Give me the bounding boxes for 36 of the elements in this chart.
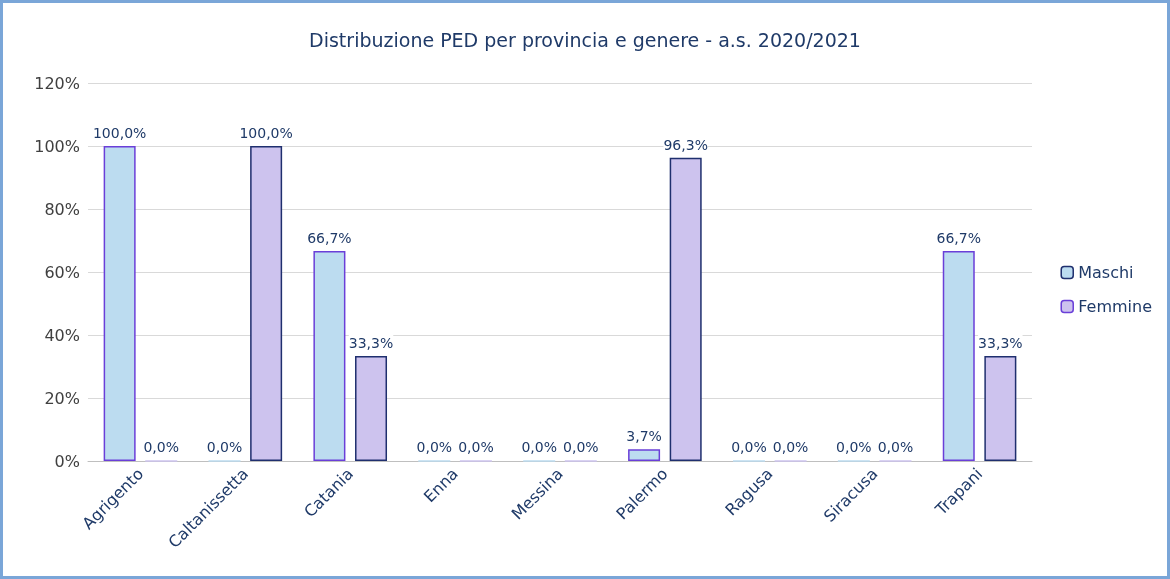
bar <box>669 157 702 461</box>
y-tick-label: 120% <box>34 73 80 93</box>
bar <box>942 250 975 461</box>
data-label: 0,0% <box>877 439 914 456</box>
data-label: 33,3% <box>978 335 1023 352</box>
legend-label: Maschi <box>1078 263 1134 282</box>
y-tick-label: 0% <box>54 451 80 471</box>
data-label: 96,3% <box>663 136 708 153</box>
data-label: 0,0% <box>836 439 872 456</box>
y-tick-label: 40% <box>44 325 80 345</box>
data-label: 0,0% <box>143 439 180 456</box>
y-tick-label: 80% <box>44 199 80 219</box>
data-label: 66,7% <box>936 229 981 246</box>
bar <box>103 146 136 461</box>
data-label: 0,0% <box>521 439 557 456</box>
bar <box>984 356 1017 461</box>
data-label: 100,0% <box>239 125 293 141</box>
data-label: 0,0% <box>731 439 767 456</box>
data-label: 0,0% <box>206 439 243 456</box>
data-label: 0,0% <box>458 439 494 456</box>
data-label: 0,0% <box>563 439 599 456</box>
data-label: 3,7% <box>626 428 662 445</box>
bar <box>250 146 283 461</box>
data-label: 0,0% <box>772 439 809 456</box>
chart-title: Distribuzione PED per provincia e genere - a.s. 2020/2021 <box>309 28 861 51</box>
bar <box>628 449 661 461</box>
bar <box>313 250 346 461</box>
data-label: 33,3% <box>348 335 394 352</box>
y-tick-label: 100% <box>34 136 80 156</box>
y-tick-label: 20% <box>44 388 80 408</box>
data-label: 66,7% <box>307 229 352 246</box>
data-label: 0,0% <box>416 439 453 456</box>
data-label: 100,0% <box>92 125 147 141</box>
y-tick-label: 60% <box>44 262 80 282</box>
legend-label: Femmine <box>1078 297 1153 316</box>
bar <box>355 356 388 461</box>
